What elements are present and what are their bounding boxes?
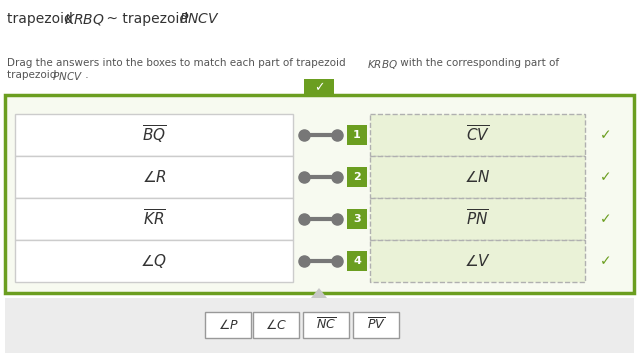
- Text: $KRBQ$: $KRBQ$: [367, 58, 398, 71]
- FancyBboxPatch shape: [370, 156, 585, 198]
- FancyBboxPatch shape: [347, 209, 367, 229]
- Text: ✓: ✓: [600, 128, 612, 142]
- FancyBboxPatch shape: [370, 114, 585, 156]
- Text: ✓: ✓: [314, 82, 324, 95]
- Text: $\angle P$: $\angle P$: [218, 318, 238, 332]
- Text: 1: 1: [353, 130, 361, 140]
- Text: trapezoid: trapezoid: [7, 12, 77, 26]
- FancyBboxPatch shape: [353, 312, 399, 338]
- Text: $\angle V$: $\angle V$: [464, 253, 491, 269]
- Text: ~ trapezoid: ~ trapezoid: [102, 12, 192, 26]
- FancyBboxPatch shape: [15, 240, 293, 282]
- FancyBboxPatch shape: [304, 79, 334, 97]
- Text: $PNCV$: $PNCV$: [179, 12, 220, 26]
- FancyBboxPatch shape: [205, 312, 251, 338]
- Text: $\overline{BQ}$: $\overline{BQ}$: [142, 124, 166, 146]
- Text: $\angle C$: $\angle C$: [265, 318, 287, 332]
- Polygon shape: [311, 288, 327, 298]
- Text: $\angle R$: $\angle R$: [142, 169, 166, 185]
- Text: 3: 3: [353, 214, 361, 224]
- Text: ✓: ✓: [600, 170, 612, 184]
- FancyBboxPatch shape: [303, 312, 349, 338]
- Text: ✓: ✓: [600, 212, 612, 226]
- FancyBboxPatch shape: [15, 156, 293, 198]
- Text: .: .: [82, 70, 89, 80]
- FancyBboxPatch shape: [5, 95, 634, 293]
- Text: 4: 4: [353, 256, 361, 266]
- FancyBboxPatch shape: [370, 198, 585, 240]
- Text: $KRBQ$: $KRBQ$: [64, 12, 105, 27]
- Text: $\overline{KR}$: $\overline{KR}$: [142, 209, 166, 229]
- Text: $\overline{PV}$: $\overline{PV}$: [367, 317, 385, 333]
- FancyBboxPatch shape: [347, 125, 367, 145]
- FancyBboxPatch shape: [347, 251, 367, 271]
- FancyBboxPatch shape: [5, 298, 634, 353]
- Text: with the corresponding part of: with the corresponding part of: [397, 58, 559, 68]
- Text: $PNCV$: $PNCV$: [52, 70, 83, 82]
- Text: $\overline{CV}$: $\overline{CV}$: [466, 125, 489, 145]
- Text: $\overline{NC}$: $\overline{NC}$: [316, 317, 336, 333]
- FancyBboxPatch shape: [370, 240, 585, 282]
- Text: $\angle N$: $\angle N$: [464, 169, 491, 185]
- Text: $\overline{PN}$: $\overline{PN}$: [466, 209, 489, 229]
- FancyBboxPatch shape: [253, 312, 299, 338]
- Text: Drag the answers into the boxes to match each part of trapezoid: Drag the answers into the boxes to match…: [7, 58, 349, 68]
- Text: trapezoid: trapezoid: [7, 70, 59, 80]
- FancyBboxPatch shape: [15, 114, 293, 156]
- FancyBboxPatch shape: [347, 167, 367, 187]
- FancyBboxPatch shape: [15, 198, 293, 240]
- Text: $\angle Q$: $\angle Q$: [141, 252, 167, 270]
- Text: ✓: ✓: [600, 254, 612, 268]
- Text: 2: 2: [353, 172, 361, 182]
